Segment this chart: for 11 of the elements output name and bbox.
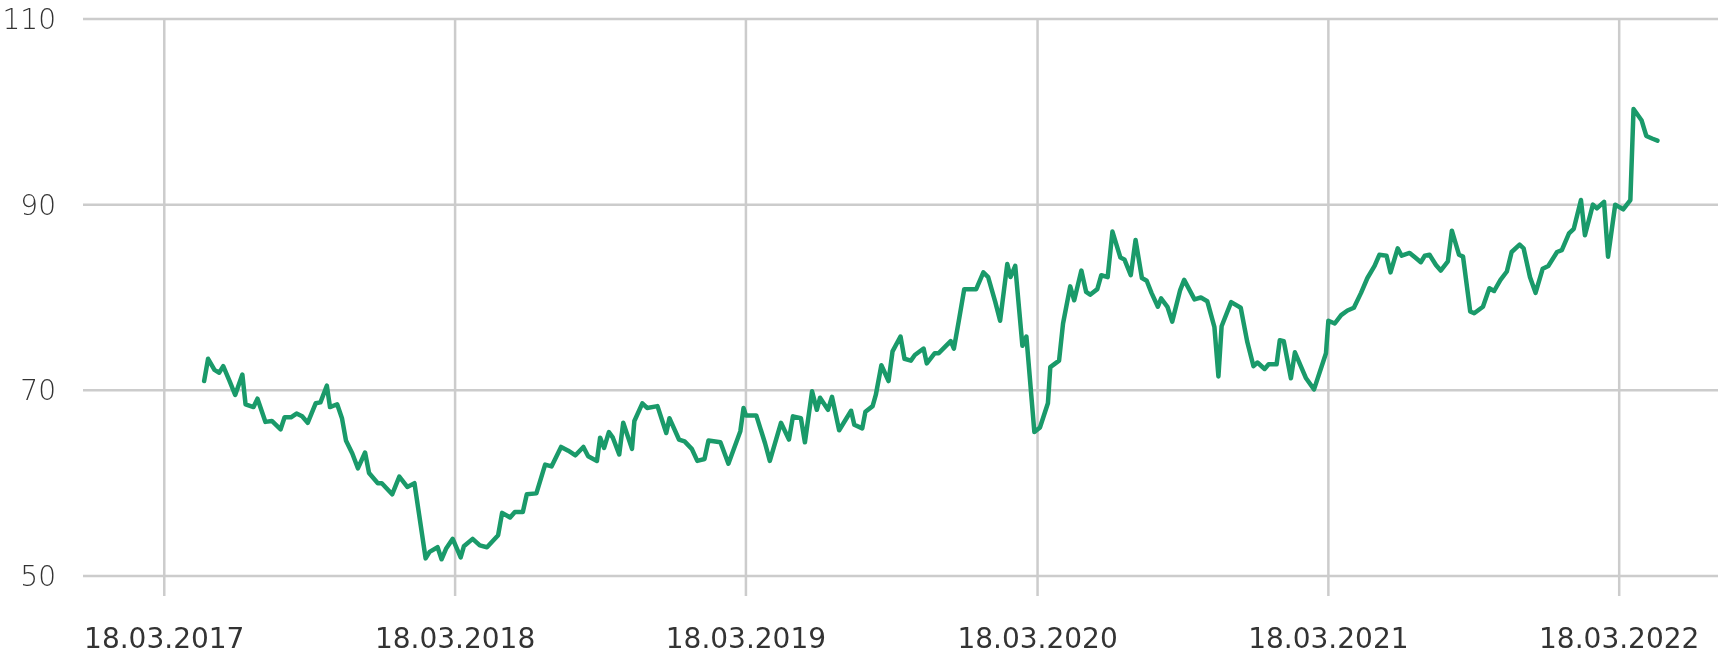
x-tick-label: 18.03.2017 xyxy=(84,622,245,655)
line-series xyxy=(201,106,1660,562)
x-tick-label: 18.03.2022 xyxy=(1539,622,1700,655)
y-tick-label: 70 xyxy=(20,374,56,408)
y-tick-label: 50 xyxy=(20,560,56,594)
x-tick-label: 18.03.2018 xyxy=(374,622,536,655)
y-tick-label: 90 xyxy=(20,188,56,222)
x-tick-label: 18.03.2020 xyxy=(957,622,1118,655)
x-tick-label: 18.03.2021 xyxy=(1248,622,1409,655)
y-tick-label: 110 xyxy=(2,3,56,37)
x-tick-label: 18.03.2019 xyxy=(665,622,827,655)
